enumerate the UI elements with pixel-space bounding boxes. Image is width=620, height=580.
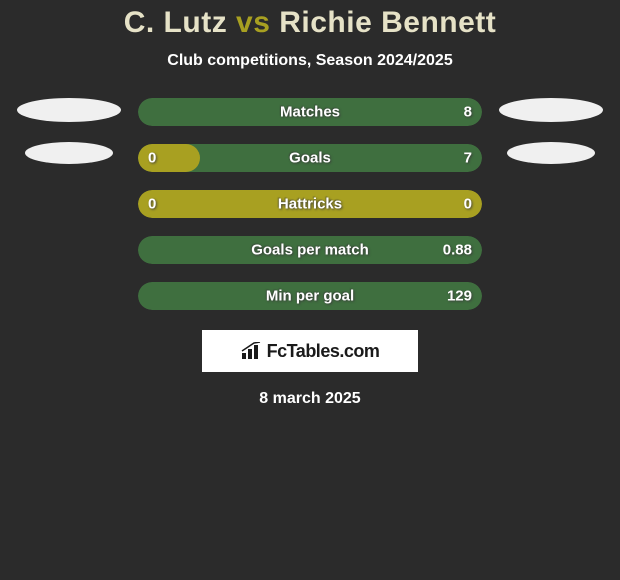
avatar-placeholder: [499, 98, 603, 122]
stat-bar: Min per goal 129: [138, 282, 482, 310]
subtitle: Club competitions, Season 2024/2025: [167, 52, 452, 70]
bars-icon: [241, 342, 263, 360]
stat-bar: Matches 8: [138, 98, 482, 126]
bar-value-right: 129: [447, 288, 472, 305]
right-avatar-col: [496, 98, 606, 164]
date-label: 8 march 2025: [259, 390, 360, 408]
left-avatar-col: [14, 98, 124, 164]
bar-label: Hattricks: [278, 196, 342, 213]
bar-value-right: 0: [464, 196, 472, 213]
title-player2: Richie Bennett: [270, 6, 496, 39]
bar-value-right: 0.88: [443, 242, 472, 259]
stat-bars: Matches 8 Goals 0 7 Hattricks 0 0 Goals per matc…: [138, 98, 482, 310]
bar-value-right: 8: [464, 104, 472, 121]
source-logo: FcTables.com: [202, 330, 418, 372]
stat-bar: Goals 0 7: [138, 144, 482, 172]
avatar-placeholder: [25, 142, 113, 164]
bar-label: Goals per match: [251, 242, 369, 259]
stat-bar: Hattricks 0 0: [138, 190, 482, 218]
logo-text: FcTables.com: [267, 341, 380, 362]
bar-value-right: 7: [464, 150, 472, 167]
page-title: C. Lutz vs Richie Bennett: [124, 6, 497, 40]
comparison-card: C. Lutz vs Richie Bennett Club competiti…: [0, 0, 620, 408]
bar-label: Min per goal: [266, 288, 354, 305]
title-player1: C. Lutz: [124, 6, 236, 39]
bar-label: Matches: [280, 104, 340, 121]
avatar-placeholder: [507, 142, 595, 164]
bar-value-left: 0: [148, 196, 156, 213]
stat-bar: Goals per match 0.88: [138, 236, 482, 264]
stats-area: Matches 8 Goals 0 7 Hattricks 0 0 Goals per matc…: [0, 98, 620, 310]
title-vs: vs: [236, 6, 270, 39]
bar-label: Goals: [289, 150, 331, 167]
bar-value-left: 0: [148, 150, 156, 167]
avatar-placeholder: [17, 98, 121, 122]
